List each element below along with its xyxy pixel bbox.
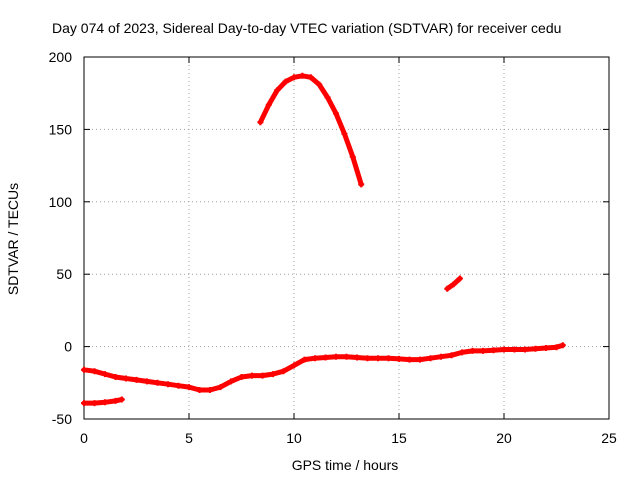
data-point	[343, 353, 350, 360]
data-point	[333, 353, 339, 360]
series-group	[81, 72, 566, 407]
series-high-arc	[257, 72, 365, 188]
y-tick-label: 200	[49, 49, 73, 65]
y-tick-labels: -50 0 50 100 150 200	[49, 49, 73, 427]
data-point	[448, 352, 455, 359]
data-point	[427, 355, 434, 362]
data-point	[456, 275, 463, 282]
grid	[84, 57, 609, 419]
data-point	[450, 281, 457, 288]
data-point	[217, 384, 224, 391]
data-point	[501, 346, 507, 353]
data-point	[406, 356, 413, 363]
data-point	[333, 110, 339, 117]
data-point	[444, 285, 451, 292]
data-point	[299, 72, 306, 79]
data-point	[186, 384, 192, 391]
data-point	[228, 378, 234, 385]
y-axis-label: SDTVAR / TECUs	[5, 183, 21, 295]
data-point	[282, 78, 289, 85]
data-point	[81, 400, 87, 407]
chart-title: Day 074 of 2023, Sidereal Day-to-day VTE…	[52, 20, 561, 36]
data-point	[91, 368, 98, 375]
data-point	[522, 346, 528, 353]
data-point	[165, 381, 171, 388]
x-tick-label: 5	[185, 430, 193, 446]
data-point	[385, 355, 392, 362]
data-point	[375, 355, 381, 362]
data-point	[259, 372, 266, 379]
data-point	[480, 347, 486, 354]
data-point	[91, 400, 98, 407]
data-point	[257, 119, 264, 126]
data-point	[364, 355, 371, 362]
axis-ticks	[83, 56, 610, 420]
data-point	[349, 153, 356, 160]
data-point	[322, 354, 329, 361]
data-point	[417, 356, 423, 363]
x-tick-label: 0	[80, 430, 88, 446]
series-short-segment	[444, 275, 463, 292]
data-point	[543, 345, 549, 351]
data-point	[307, 74, 314, 81]
data-point	[133, 376, 140, 383]
data-point	[490, 347, 497, 354]
data-point	[144, 378, 150, 385]
data-point	[459, 349, 465, 356]
x-tick-labels: 0 5 10 15 20 25	[80, 430, 617, 446]
data-point	[511, 346, 518, 353]
data-point	[291, 362, 297, 369]
data-point	[301, 356, 308, 363]
x-tick-label: 20	[496, 430, 512, 446]
data-point	[123, 375, 129, 382]
x-axis-label: GPS time / hours	[292, 457, 399, 473]
y-tick-label: 150	[49, 121, 73, 137]
data-point	[118, 396, 125, 403]
y-tick-label: 0	[64, 339, 72, 355]
data-point	[312, 355, 318, 362]
data-point	[238, 374, 245, 380]
data-point	[354, 354, 360, 361]
data-point	[196, 387, 203, 393]
data-point	[291, 74, 297, 81]
x-tick-label: 15	[391, 430, 407, 446]
series-main-trace	[81, 342, 566, 393]
y-tick-label: -50	[52, 411, 72, 427]
data-point	[396, 355, 402, 362]
data-point	[438, 353, 444, 360]
data-point	[112, 374, 119, 380]
data-point	[112, 397, 119, 404]
data-point	[274, 87, 281, 94]
data-point	[175, 382, 182, 389]
y-tick-label: 50	[56, 266, 72, 282]
data-point	[265, 101, 272, 108]
data-point	[249, 372, 255, 379]
data-point	[102, 371, 108, 378]
data-point	[324, 94, 331, 101]
x-tick-label: 10	[286, 430, 302, 446]
y-tick-label: 100	[49, 194, 73, 210]
plot-frame	[83, 56, 610, 420]
x-tick-label: 25	[601, 430, 617, 446]
data-point	[532, 345, 539, 352]
data-point	[207, 387, 213, 393]
series-line	[257, 73, 364, 187]
data-point	[553, 344, 560, 351]
data-point	[358, 181, 365, 188]
data-point	[102, 399, 108, 406]
data-point	[81, 366, 87, 373]
series-low-arc	[81, 396, 125, 407]
data-point	[559, 342, 566, 349]
data-point	[469, 347, 476, 354]
data-point	[270, 371, 276, 378]
data-point	[316, 81, 323, 88]
data-point	[341, 130, 348, 137]
data-point	[154, 379, 161, 386]
data-point	[280, 368, 287, 375]
